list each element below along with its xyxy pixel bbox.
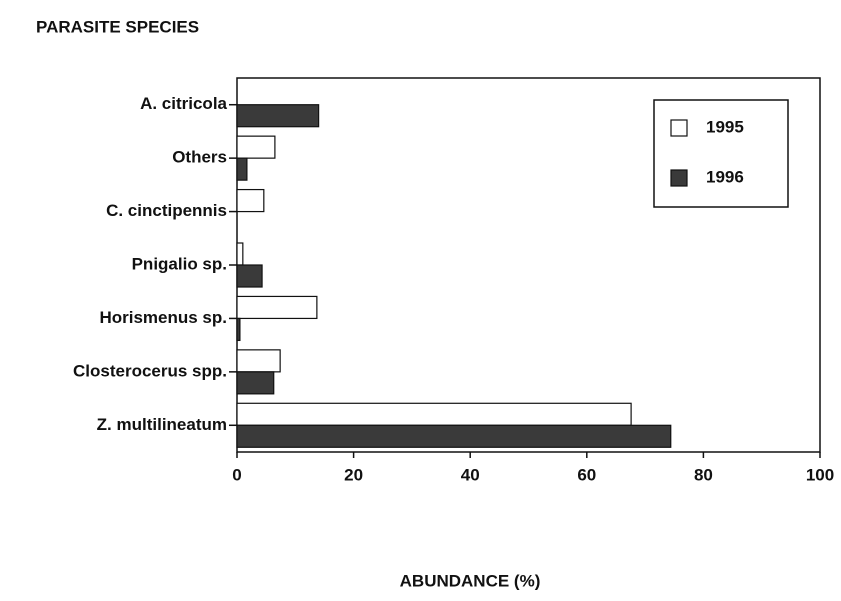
legend-box	[653, 99, 789, 208]
x-tick-label: 20	[344, 465, 363, 484]
x-tick-label: 100	[806, 465, 834, 484]
x-tick-label: 0	[232, 465, 241, 484]
legend-swatch	[670, 119, 688, 137]
legend-label: 1996	[706, 167, 744, 186]
y-tick-label: Pnigalio sp.	[132, 254, 227, 273]
y-tick-label: Z. multilineatum	[97, 415, 227, 434]
bar	[236, 424, 672, 448]
x-tick-label: 40	[461, 465, 480, 484]
bar	[236, 264, 263, 288]
bar	[236, 295, 318, 320]
y-tick-label: Closterocerus spp.	[73, 361, 227, 380]
y-tick-label: Horismenus sp.	[99, 308, 227, 327]
y-tick-label: C. cinctipennis	[106, 201, 227, 220]
bar	[236, 104, 320, 128]
bar	[236, 402, 632, 426]
legend-label: 1995	[706, 117, 744, 136]
chart-title: PARASITE SPECIES	[36, 17, 199, 36]
legend-swatch	[670, 169, 688, 187]
bar	[236, 157, 248, 181]
x-tick-label: 80	[694, 465, 713, 484]
bar	[236, 317, 241, 342]
y-tick-label: Others	[172, 148, 227, 167]
bar	[236, 371, 275, 395]
bar	[236, 349, 281, 373]
x-axis-label: ABUNDANCE (%)	[400, 571, 541, 590]
bar	[236, 188, 265, 213]
bar	[236, 135, 276, 159]
x-tick-label: 60	[577, 465, 596, 484]
y-tick-label: A. citricola	[140, 94, 227, 113]
bar	[236, 242, 244, 266]
